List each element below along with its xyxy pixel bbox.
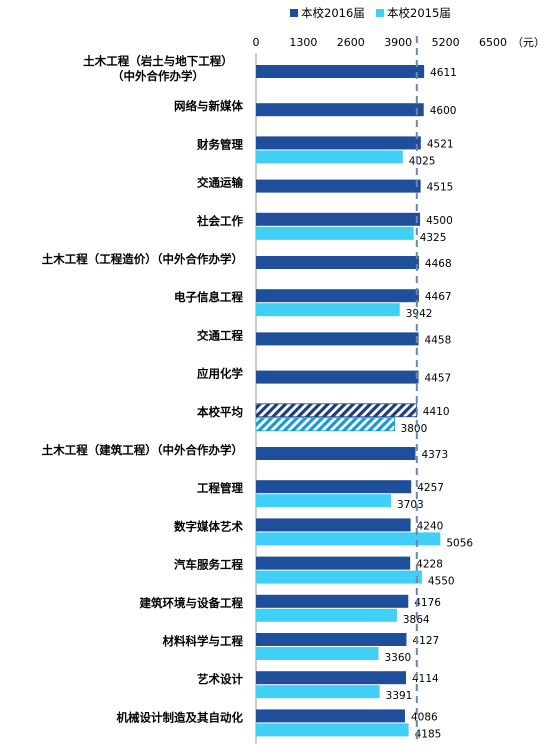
bar-2016 — [256, 480, 412, 494]
category-label: 网络与新媒体 — [174, 99, 243, 113]
value-label-2016: 4373 — [421, 449, 448, 461]
category-label: 艺术设计 — [197, 672, 243, 686]
value-label-2016: 4127 — [412, 635, 439, 647]
value-label-2016: 4240 — [417, 520, 444, 532]
value-label-2016: 4257 — [417, 482, 444, 494]
bar-2016 — [256, 332, 419, 346]
bar-2016 — [256, 518, 411, 532]
value-label-2015: 4550 — [428, 576, 455, 588]
value-label-2015: 4185 — [415, 728, 442, 740]
value-label-2015: 3360 — [385, 652, 412, 664]
category-label: 机械设计制造及其自动化 — [117, 710, 244, 724]
category-label: 交通工程 — [197, 328, 243, 342]
value-label-2016: 4114 — [412, 673, 439, 685]
legend: 本校2016届 本校2015届 — [290, 6, 451, 20]
bar-2015 — [256, 494, 392, 508]
bar-2016 — [256, 65, 425, 78]
value-label-2016: 4600 — [430, 105, 457, 117]
value-label-2015: 4325 — [420, 232, 447, 244]
bar-2015 — [255, 417, 395, 432]
bar-2016 — [256, 594, 409, 608]
x-tick-label: 0 — [253, 36, 260, 49]
bar-2015 — [256, 150, 403, 164]
value-label-2015: 3391 — [386, 690, 413, 702]
value-label-2016: 4521 — [427, 138, 454, 150]
legend-swatch-0 — [290, 9, 298, 17]
value-label-2015: 5056 — [446, 537, 473, 549]
bar-2016 — [256, 447, 416, 460]
category-label: 土木工程（建筑工程）（中外合作办学） — [42, 443, 243, 457]
legend-swatch-1 — [376, 9, 384, 17]
value-label-2015: 3942 — [406, 308, 433, 320]
bar-2015 — [256, 685, 380, 699]
bar-2016 — [256, 633, 407, 646]
x-tick-label: 6500 — [479, 36, 507, 49]
bar-2016 — [256, 709, 405, 723]
value-label-2016: 4458 — [425, 334, 452, 346]
legend-label-0: 本校2016届 — [301, 6, 365, 20]
bar-2016 — [256, 212, 421, 226]
bar-2016 — [256, 103, 424, 117]
bar-2015 — [256, 532, 441, 546]
category-label: 本校平均 — [197, 405, 243, 419]
x-tick-label: 5200 — [432, 36, 460, 49]
bar-2016 — [256, 289, 419, 303]
category-label: 工程管理 — [197, 481, 243, 495]
category-label: 电子信息工程 — [174, 290, 243, 304]
bar-2016 — [256, 556, 411, 570]
x-tick-label: 2600 — [337, 36, 365, 49]
bar-2015 — [256, 303, 400, 317]
value-label-2016: 4086 — [411, 711, 438, 723]
value-label-2016: 4611 — [430, 67, 457, 79]
value-label-2016: 4500 — [426, 215, 453, 227]
bar-2016 — [256, 256, 419, 269]
category-label: 社会工作 — [196, 214, 243, 228]
bar-2016 — [255, 403, 418, 418]
bar-2016 — [256, 671, 407, 685]
value-label-2015: 3800 — [401, 423, 428, 435]
category-label: 交通运输 — [197, 176, 243, 190]
category-label: （中外合作办学） — [112, 69, 204, 83]
legend-label-1: 本校2015届 — [387, 6, 451, 20]
x-tick-label: 1300 — [289, 36, 317, 49]
value-label-2015: 3864 — [403, 614, 430, 626]
bar-2016 — [256, 370, 419, 384]
bar-2015 — [256, 647, 379, 660]
category-label: 数字媒体艺术 — [174, 519, 243, 533]
category-label: 汽车服务工程 — [174, 558, 243, 572]
bar-2016 — [256, 136, 421, 150]
x-axis: （元） 0 1300 2600 3900 5200 6500 — [253, 36, 545, 744]
bar-2016 — [256, 179, 421, 193]
bar-2015 — [256, 608, 397, 622]
chart-marks: 土木工程（岩土与地下工程）（中外合作办学） 4611 网络与新媒体 4600 财务管理 4… — [42, 36, 473, 744]
value-label-2015: 3703 — [397, 499, 424, 511]
category-label: 材料科学与工程 — [163, 634, 244, 648]
category-label: 建筑环境与设备工程 — [140, 596, 244, 610]
value-label-2016: 4467 — [425, 291, 452, 303]
category-label: 土木工程（岩土与地下工程） — [83, 54, 233, 68]
category-label: 财务管理 — [196, 137, 243, 151]
value-label-2016: 4468 — [425, 258, 452, 270]
value-label-2016: 4228 — [416, 559, 443, 571]
bar-2015 — [256, 723, 409, 737]
value-label-2016: 4410 — [423, 406, 450, 418]
x-axis-unit-label: （元） — [512, 36, 545, 49]
bar-2015 — [256, 570, 422, 584]
category-label: 应用化学 — [197, 367, 243, 381]
category-label: 土木工程（工程造价）（中外合作办学） — [42, 252, 243, 266]
value-label-2016: 4176 — [414, 597, 441, 609]
value-label-2016: 4515 — [427, 182, 454, 194]
value-label-2015: 4025 — [409, 155, 436, 167]
x-tick-label: 3900 — [384, 36, 412, 49]
bar-2015 — [256, 226, 414, 240]
value-label-2016: 4457 — [425, 373, 452, 385]
